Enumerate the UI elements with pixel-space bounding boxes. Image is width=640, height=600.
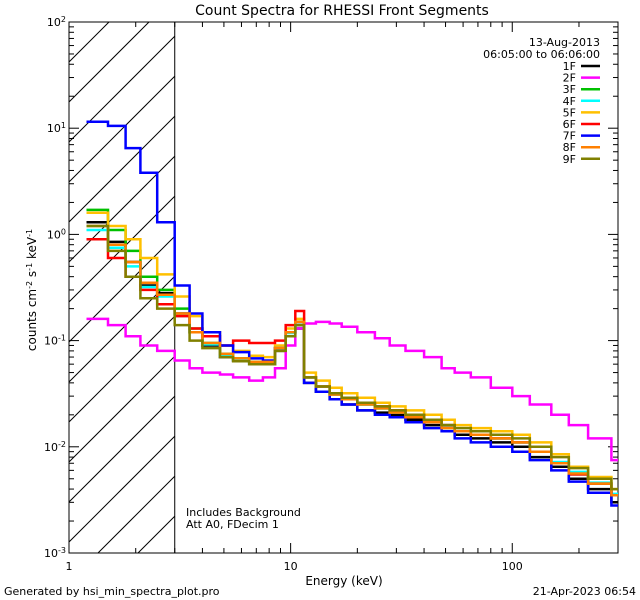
footer-timestamp: 21-Apr-2023 06:54 (533, 585, 636, 598)
hatch-line (69, 355, 176, 463)
legend-label: 9F (563, 153, 576, 166)
x-axis-label: Energy (keV) (305, 574, 382, 588)
y-tick-label: 10-1 (44, 333, 66, 348)
series-line-2F (86, 317, 618, 462)
y-tick-label: 101 (47, 121, 66, 136)
legend-label: 6F (563, 118, 576, 131)
hatch-line (69, 435, 176, 543)
plot-area (68, 21, 619, 554)
series-line-4F (86, 228, 618, 496)
x-tick-label: 1 (66, 560, 73, 573)
hatch-line (97, 475, 176, 553)
chart-title: Count Spectra for RHESSI Front Segments (195, 3, 489, 19)
plot-frame (68, 21, 619, 554)
legend-label: 4F (563, 95, 576, 108)
time-range-label: 06:05:00 to 06:06:00 (483, 48, 600, 61)
hatch-line (69, 22, 110, 63)
x-tick-labels: 1 10 100 (66, 560, 523, 573)
legend-label: 8F (563, 141, 576, 154)
hatch-line (69, 35, 176, 143)
hatch-line (69, 195, 176, 303)
annotation-attenuator: Att A0, FDecim 1 (186, 518, 279, 531)
hatch-line (69, 115, 176, 223)
legend-label: 3F (563, 83, 576, 96)
series-line-9F (86, 224, 618, 491)
legend-label: 5F (563, 106, 576, 119)
legend-label: 2F (563, 72, 576, 85)
hatch-line (69, 395, 176, 503)
annotation-background: Includes Background (186, 506, 301, 519)
footer-generator: Generated by hsi_min_spectra_plot.pro (4, 585, 220, 598)
hatch-line (69, 315, 176, 423)
series-line-8F (86, 224, 618, 497)
hatch-line (69, 155, 176, 263)
y-tick-label: 100 (47, 227, 66, 242)
date-label: 13-Aug-2013 (529, 36, 600, 49)
hatch-line (137, 515, 176, 553)
hatch-line (69, 22, 150, 103)
series-lines (86, 120, 618, 507)
x-tick-label: 10 (284, 560, 298, 573)
y-tick-label: 102 (47, 15, 66, 30)
y-tick-label: 10-3 (44, 546, 66, 561)
excluded-energy-hatch (69, 22, 176, 553)
hatch-line (69, 235, 176, 343)
legend-label: 1F (563, 60, 576, 73)
x-tick-label: 100 (502, 560, 523, 573)
y-tick-label: 10-2 (44, 439, 66, 454)
hatch-line (69, 75, 176, 183)
legend-label: 7F (563, 130, 576, 143)
y-tick-labels: 10-3 10-2 10-1 100 101 102 (44, 15, 66, 561)
y-axis-label: counts cm-2 s-1 keV-1 (25, 229, 40, 351)
